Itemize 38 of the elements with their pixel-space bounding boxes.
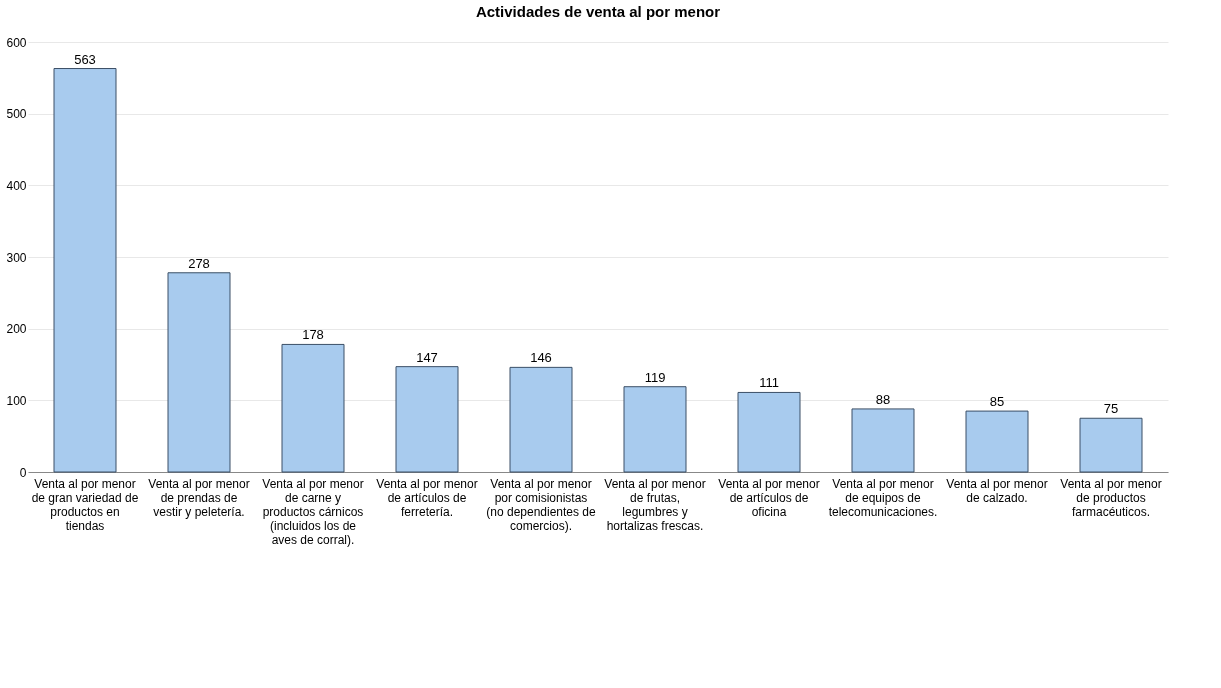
x-tick-label: Venta al por menor de gran variedad de productos en tiendas xyxy=(31,476,139,533)
x-tick-label: Venta al por menor de artículos de ferretería. xyxy=(376,476,478,519)
data-label: 146 xyxy=(530,350,552,366)
bar xyxy=(965,410,1029,473)
x-tick-label: Venta al por menor por comisionistas (no dependientes de comercios). xyxy=(486,476,597,533)
data-label: 119 xyxy=(644,369,666,385)
data-label: 178 xyxy=(302,327,324,343)
data-label: 88 xyxy=(875,391,891,407)
x-tick-label: Venta al por menor de productos farmacéuticos. xyxy=(1060,476,1162,519)
x-tick-label: Venta al por menor de calzado. xyxy=(946,476,1048,505)
y-tick-label: 500 xyxy=(6,107,27,122)
bar xyxy=(737,391,801,473)
bar xyxy=(53,68,117,473)
x-tick-label: Venta al por menor de carne y productos cárnicos (incluidos los de aves de corral). xyxy=(262,476,364,547)
y-tick-label: 0 xyxy=(19,465,27,480)
bar xyxy=(851,408,915,473)
y-tick-label: 300 xyxy=(6,250,27,265)
y-tick-label: 100 xyxy=(6,393,27,408)
x-tick-label: Venta al por menor de equipos de telecomunicaciones. xyxy=(828,476,938,519)
y-tick-label: 400 xyxy=(6,178,27,193)
data-label: 147 xyxy=(416,349,438,365)
bar xyxy=(1079,417,1143,473)
bar xyxy=(623,386,687,473)
bar xyxy=(167,272,231,473)
bar xyxy=(395,366,459,473)
data-label: 111 xyxy=(759,375,779,391)
data-label: 278 xyxy=(188,255,210,271)
data-label: 85 xyxy=(989,394,1005,410)
y-tick-label: 600 xyxy=(6,35,27,50)
x-tick-label: Venta al por menor de prendas de vestir y peletería. xyxy=(148,476,250,519)
bar xyxy=(509,366,573,473)
bar xyxy=(281,343,345,473)
data-label: 563 xyxy=(74,51,96,67)
x-tick-label: Venta al por menor de artículos de oficina xyxy=(718,476,820,519)
chart-title: Actividades de venta al por menor xyxy=(475,3,721,20)
data-label: 75 xyxy=(1103,401,1119,417)
x-tick-label: Venta al por menor de frutas, legumbres y hortalizas frescas. xyxy=(604,476,706,533)
y-tick-label: 200 xyxy=(6,322,27,337)
